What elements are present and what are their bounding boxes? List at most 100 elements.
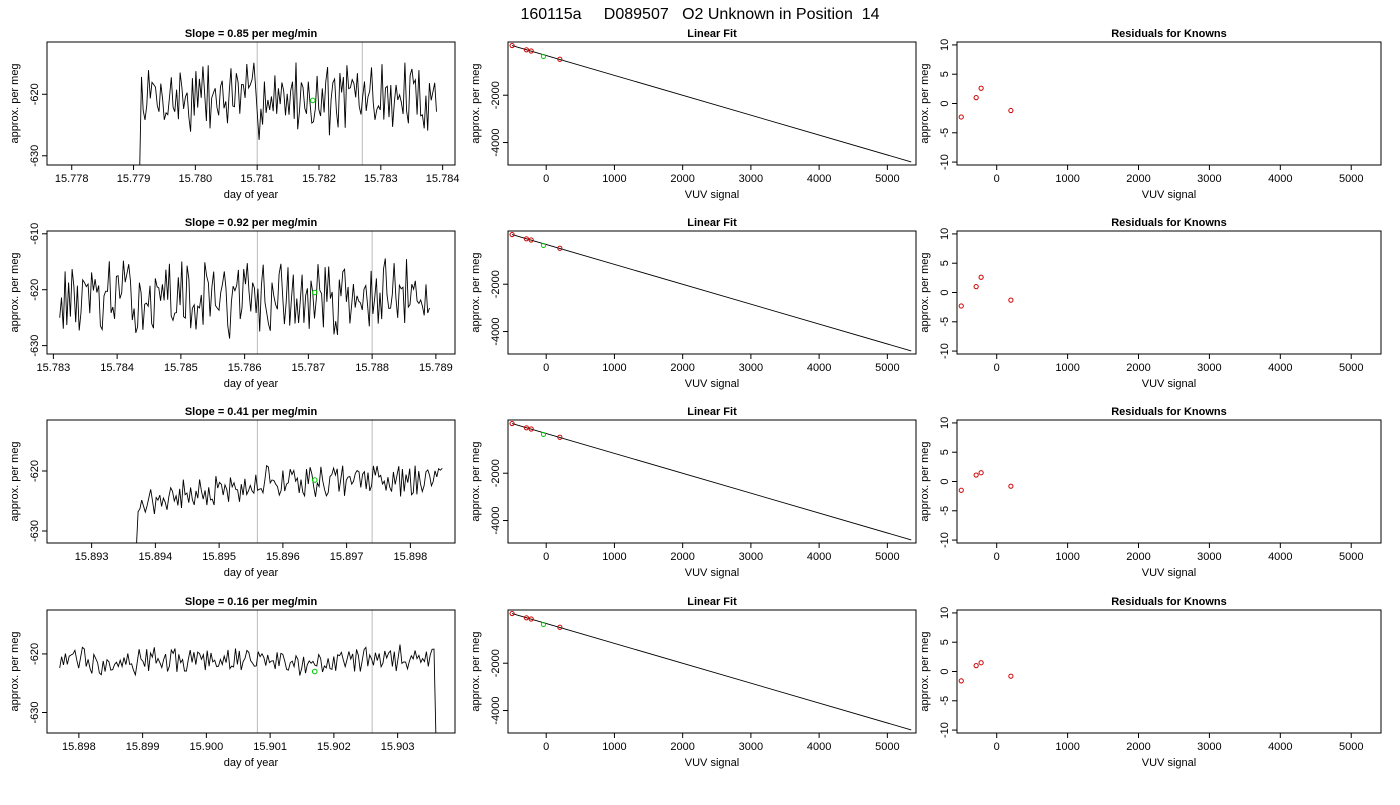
- x-axis-label: VUV signal: [1142, 757, 1196, 769]
- fit-line: [511, 234, 912, 352]
- y-tick-label: -5: [939, 506, 951, 516]
- panel-title: Slope = 0.41 per meg/min: [185, 406, 318, 418]
- y-tick-label: -10: [939, 722, 951, 738]
- panel-title: Residuals for Knowns: [1111, 596, 1227, 608]
- x-tick-label: 1000: [602, 741, 626, 753]
- known-point: [557, 624, 563, 630]
- series-line: [136, 464, 443, 543]
- residual-point: [958, 487, 964, 493]
- panel: Linear Fit 0 1000 2000 3000 4000 5000 -4000 -200…: [470, 596, 917, 769]
- x-tick-label: 3000: [1197, 173, 1221, 185]
- x-tick-label: 0: [543, 173, 549, 185]
- x-axis-label: VUV signal: [685, 378, 739, 390]
- y-axis-label: approx. per meg: [470, 252, 482, 332]
- panel: Residuals for Knowns 0 1000 2000 3000 4000 500…: [919, 406, 1382, 579]
- series-line: [139, 62, 437, 165]
- panel: Linear Fit 0 1000 2000 3000 4000 5000 -4000 -200…: [470, 217, 917, 390]
- x-tick-label: 15.782: [302, 173, 336, 185]
- x-tick-label: 2000: [670, 173, 694, 185]
- x-tick-label: 5000: [1339, 741, 1363, 753]
- y-axis-label: approx. per meg: [9, 441, 21, 521]
- x-tick-label: 0: [994, 741, 1000, 753]
- known-point: [509, 420, 515, 427]
- y-tick-label: -4000: [490, 128, 502, 156]
- y-axis-label: approx. per meg: [919, 63, 931, 143]
- x-tick-label: 15.788: [355, 362, 389, 374]
- known-point: [509, 231, 515, 238]
- y-tick-label: -10: [939, 343, 951, 359]
- residual-point: [1008, 483, 1014, 489]
- x-tick-label: 5000: [1339, 551, 1363, 563]
- known-point: [523, 425, 530, 431]
- x-axis-label: VUV signal: [1142, 189, 1196, 201]
- y-tick-label: -4000: [490, 506, 502, 534]
- plot-frame: [46, 41, 456, 166]
- known-point: [509, 42, 515, 49]
- x-tick-label: 15.899: [126, 741, 160, 753]
- plot-frame: [46, 609, 456, 734]
- unknown-point: [540, 621, 547, 628]
- plot-content: [509, 610, 912, 731]
- y-tick-label: 10: [939, 39, 951, 51]
- x-tick-label: 3000: [1197, 551, 1221, 563]
- x-tick-label: 15.778: [55, 173, 89, 185]
- y-axis-label: approx. per meg: [919, 441, 931, 521]
- y-tick-label: -620: [29, 643, 41, 665]
- x-tick-label: 15.780: [179, 173, 213, 185]
- x-tick-label: 0: [994, 551, 1000, 563]
- x-tick-label: 15.897: [330, 551, 364, 563]
- panel-title: Residuals for Knowns: [1111, 217, 1227, 229]
- x-axis-label: VUV signal: [685, 189, 739, 201]
- y-tick-label: -620: [29, 279, 41, 301]
- x-tick-label: 4000: [1268, 551, 1292, 563]
- y-axis-label: approx. per meg: [470, 631, 482, 711]
- residual-point: [1008, 673, 1014, 679]
- residual-point: [1008, 297, 1014, 303]
- plot-content: [958, 274, 1014, 309]
- panel-title: Residuals for Knowns: [1111, 28, 1227, 40]
- x-tick-label: 15.783: [37, 362, 71, 374]
- y-tick-label: 10: [939, 417, 951, 429]
- panel: Residuals for Knowns 0 1000 2000 3000 4000 500…: [919, 28, 1382, 201]
- plot-frame: [956, 419, 1382, 544]
- panel-title: Residuals for Knowns: [1111, 406, 1227, 418]
- residual-point: [978, 85, 984, 91]
- x-tick-label: 3000: [1197, 741, 1221, 753]
- plot-frame: [507, 41, 917, 166]
- plot-content: [139, 62, 437, 165]
- known-point: [528, 237, 534, 243]
- plot-frame: [956, 609, 1382, 734]
- y-axis-label: approx. per meg: [470, 63, 482, 143]
- y-tick-label: -630: [29, 701, 41, 723]
- x-tick-label: 15.784: [100, 362, 134, 374]
- x-tick-label: 0: [543, 741, 549, 753]
- x-tick-label: 5000: [875, 741, 899, 753]
- x-tick-label: 15.893: [75, 551, 109, 563]
- x-tick-label: 4000: [1268, 741, 1292, 753]
- y-tick-label: 10: [939, 228, 951, 240]
- x-tick-label: 15.785: [164, 362, 198, 374]
- y-axis-label: approx. per meg: [470, 441, 482, 521]
- panel: Linear Fit 0 1000 2000 3000 4000 5000 -4000 -200…: [470, 28, 917, 201]
- panels: Slope = 0.85 per meg/min 15.778 15.779 15.7…: [9, 28, 1382, 769]
- x-tick-label: 4000: [807, 741, 831, 753]
- known-point: [523, 47, 530, 53]
- plot-content: [59, 258, 430, 339]
- panel-title: Slope = 0.92 per meg/min: [185, 217, 318, 229]
- known-point: [557, 56, 563, 62]
- fit-line: [511, 45, 912, 163]
- series-line: [59, 644, 437, 733]
- plot-frame: [507, 419, 917, 544]
- x-tick-label: 15.895: [202, 551, 236, 563]
- x-axis-label: day of year: [224, 567, 279, 579]
- x-tick-label: 4000: [1268, 173, 1292, 185]
- y-tick-label: -630: [29, 335, 41, 357]
- plot-frame: [956, 230, 1382, 355]
- x-tick-label: 15.900: [190, 741, 224, 753]
- panel: Slope = 0.16 per meg/min 15.898 15.899 15.9…: [9, 596, 456, 769]
- plot-content: [59, 644, 437, 733]
- x-tick-label: 2000: [1126, 173, 1150, 185]
- plot-frame: [507, 609, 917, 734]
- residual-point: [973, 472, 979, 478]
- x-tick-label: 15.894: [139, 551, 173, 563]
